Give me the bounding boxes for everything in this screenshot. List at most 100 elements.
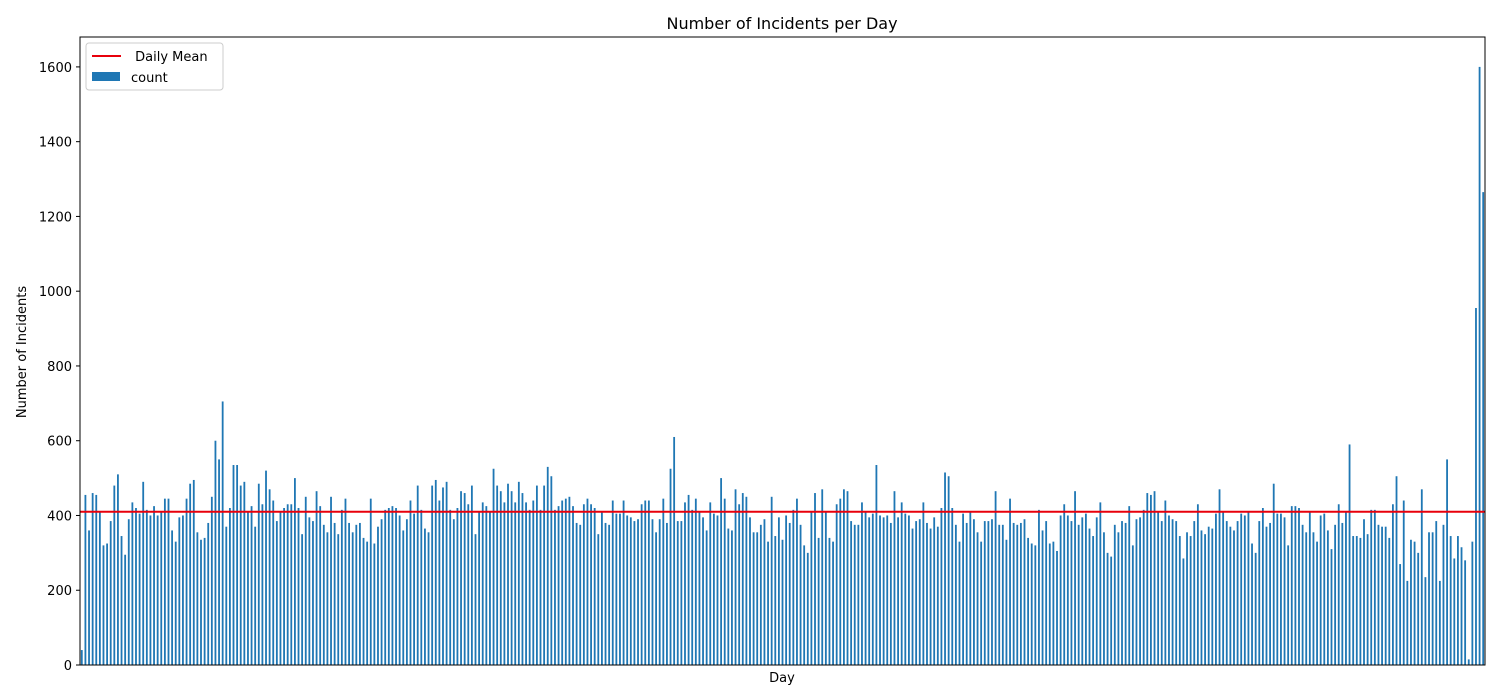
bar bbox=[178, 517, 181, 665]
y-tick-label: 1000 bbox=[39, 285, 72, 300]
bar bbox=[886, 515, 889, 665]
bar bbox=[1341, 522, 1344, 665]
bar bbox=[1211, 528, 1214, 665]
bar bbox=[843, 489, 845, 665]
bar bbox=[127, 519, 130, 665]
bar bbox=[550, 476, 553, 665]
bar bbox=[1269, 522, 1271, 665]
bar bbox=[557, 506, 560, 665]
bar bbox=[236, 465, 239, 665]
bar bbox=[1424, 577, 1427, 665]
bar bbox=[1092, 536, 1095, 665]
bar bbox=[326, 532, 329, 665]
bar bbox=[330, 496, 332, 665]
bar bbox=[1168, 515, 1170, 665]
bar bbox=[142, 481, 145, 665]
bar bbox=[163, 498, 166, 665]
bar bbox=[1453, 558, 1456, 665]
bar bbox=[882, 517, 885, 665]
bar bbox=[601, 511, 603, 665]
bar bbox=[655, 532, 657, 665]
bar bbox=[1406, 580, 1409, 665]
bar bbox=[698, 511, 701, 665]
bar bbox=[763, 519, 766, 665]
bar bbox=[572, 506, 574, 665]
bar bbox=[117, 474, 119, 665]
bar bbox=[1261, 508, 1264, 665]
bar bbox=[153, 506, 155, 665]
bar bbox=[294, 478, 296, 665]
bar bbox=[1139, 517, 1141, 665]
bar bbox=[445, 481, 448, 665]
bar bbox=[875, 465, 878, 665]
bar bbox=[969, 511, 972, 665]
bar bbox=[467, 504, 470, 665]
bar bbox=[91, 493, 94, 665]
chart-title: Number of Incidents per Day bbox=[666, 14, 897, 33]
bar bbox=[369, 498, 372, 665]
bar bbox=[991, 519, 993, 665]
bar bbox=[694, 498, 697, 665]
bar bbox=[734, 489, 737, 665]
bar bbox=[702, 517, 704, 665]
bar bbox=[709, 502, 712, 665]
bar bbox=[1363, 519, 1365, 665]
legend-count-swatch bbox=[92, 72, 120, 81]
bar bbox=[998, 524, 1001, 665]
bar bbox=[1146, 493, 1149, 665]
bar bbox=[579, 524, 582, 665]
bar bbox=[1077, 524, 1080, 665]
legend-count-label: count bbox=[131, 71, 168, 86]
bar bbox=[106, 543, 108, 665]
bar bbox=[207, 522, 210, 665]
bar bbox=[225, 526, 228, 665]
bar bbox=[1402, 500, 1405, 665]
bar bbox=[727, 528, 730, 665]
bar bbox=[250, 506, 253, 665]
bar bbox=[1142, 509, 1145, 665]
bar bbox=[272, 500, 275, 665]
bar bbox=[1247, 511, 1250, 665]
bar bbox=[1355, 536, 1358, 665]
bar bbox=[1381, 526, 1383, 665]
bar bbox=[1059, 515, 1062, 665]
bar bbox=[1233, 530, 1235, 665]
bar bbox=[597, 534, 600, 665]
bar bbox=[1475, 308, 1477, 665]
bar bbox=[835, 504, 838, 665]
bar bbox=[489, 511, 491, 665]
bar bbox=[340, 509, 343, 665]
bar bbox=[673, 436, 676, 665]
bar bbox=[297, 508, 300, 665]
bar bbox=[615, 513, 618, 665]
bar bbox=[1019, 522, 1022, 665]
bar bbox=[95, 494, 98, 665]
bar bbox=[510, 491, 513, 665]
bar bbox=[1081, 517, 1084, 665]
bar bbox=[644, 500, 647, 665]
bar bbox=[539, 509, 542, 665]
bar bbox=[1388, 537, 1391, 665]
bar bbox=[391, 506, 394, 665]
bar bbox=[1009, 498, 1011, 665]
bar bbox=[218, 459, 220, 665]
bar bbox=[1258, 521, 1261, 665]
bar bbox=[424, 528, 426, 665]
bar bbox=[171, 530, 174, 665]
bar bbox=[637, 519, 639, 665]
bar bbox=[687, 494, 690, 665]
bar bbox=[535, 485, 538, 665]
bar bbox=[1215, 513, 1217, 665]
bar bbox=[691, 509, 694, 665]
bar bbox=[586, 498, 589, 665]
bar bbox=[268, 489, 271, 665]
bar bbox=[1446, 459, 1448, 665]
bar bbox=[1063, 504, 1066, 665]
bar bbox=[788, 522, 791, 665]
bar bbox=[1207, 526, 1210, 665]
bar bbox=[1345, 511, 1347, 665]
bar bbox=[304, 496, 307, 665]
bar bbox=[1460, 547, 1463, 665]
bar bbox=[221, 401, 224, 665]
bar bbox=[1171, 519, 1174, 665]
